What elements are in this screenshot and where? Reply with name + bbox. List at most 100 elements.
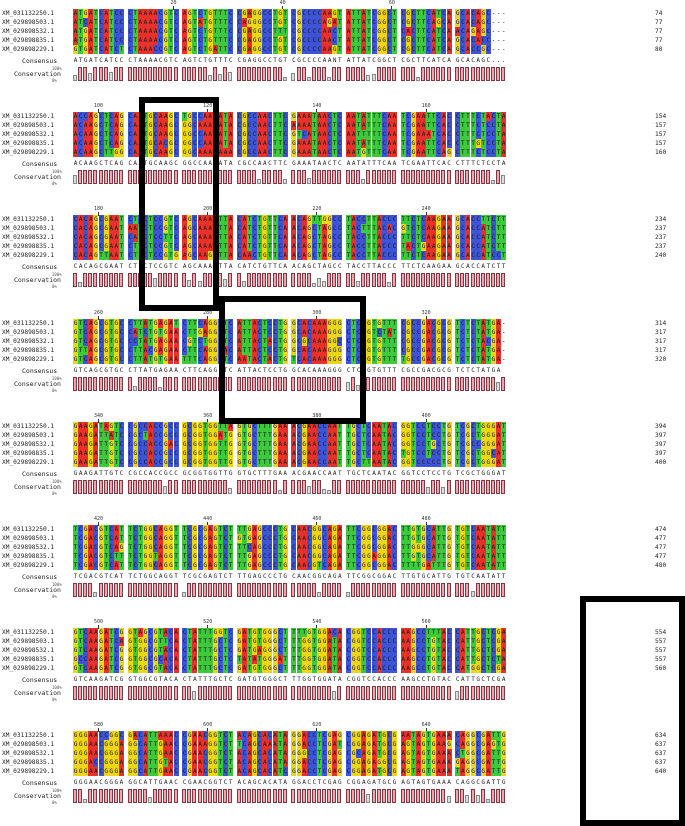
base-cell: A <box>501 628 507 638</box>
conservation-bar <box>277 583 282 597</box>
base-cell: T <box>311 121 317 131</box>
base-cell: A <box>475 18 481 27</box>
conservation-bar <box>241 479 246 494</box>
base-cell: T <box>391 27 397 36</box>
base-cell: T <box>376 112 382 122</box>
base-cell: T <box>501 421 507 431</box>
base-cell: C <box>173 731 179 741</box>
conservation-bar <box>455 479 460 494</box>
base-cell: T <box>470 112 476 122</box>
conservation-bar <box>311 583 316 597</box>
conservation-bar <box>78 170 83 185</box>
tick-label: 60 <box>389 0 395 6</box>
conservation-bar <box>421 686 426 701</box>
conservation-bar <box>480 789 485 804</box>
conservation-bar <box>455 273 460 288</box>
base-cell: C <box>381 112 387 122</box>
base-cell: A <box>282 448 288 458</box>
base-cell: T <box>217 36 223 45</box>
sequence-name: XM_029898532.1 <box>2 28 72 35</box>
base-cell: C <box>173 767 179 777</box>
end-position: 157 <box>655 122 666 129</box>
conservation-bar <box>371 170 376 185</box>
consensus-base: T <box>421 56 426 65</box>
conservation-bar <box>415 376 420 391</box>
base-cell: C <box>441 9 447 18</box>
conservation-label: Conservation <box>14 792 61 800</box>
base-cell: G <box>446 318 452 328</box>
base-cell: A <box>142 9 148 18</box>
conservation-bar <box>436 376 441 391</box>
base-cell: T <box>118 45 124 54</box>
base-cell: G <box>207 45 213 54</box>
base-cell: C <box>197 130 203 140</box>
consensus-base: T <box>273 56 278 65</box>
base-cell: T <box>108 45 114 54</box>
conservation-bar <box>361 67 366 81</box>
conservation-bar <box>88 170 93 185</box>
conservation-bar <box>337 789 342 804</box>
conservation-bar <box>137 376 142 391</box>
base-cell: A <box>386 130 392 140</box>
conservation-bar <box>127 479 132 494</box>
base-cell: C <box>153 139 159 149</box>
base-cell: C <box>267 121 273 131</box>
base-cell: A <box>153 9 159 18</box>
base-cell: T <box>311 139 317 149</box>
conservation-bar <box>337 686 342 701</box>
conservation-bar <box>267 686 272 701</box>
consensus-base: C <box>237 56 242 65</box>
sequence-name: XM_029898503.1 <box>2 122 72 129</box>
conservation-bar <box>332 789 337 804</box>
base-cell: A <box>415 112 421 122</box>
base-cell: C <box>485 27 491 36</box>
conservation-bar <box>197 583 202 597</box>
conservation-bar <box>228 170 233 185</box>
base-cell: A <box>346 45 352 54</box>
base-cell: C <box>311 9 317 18</box>
base-cell: C <box>173 421 179 431</box>
base-cell: C <box>197 9 203 18</box>
base-cell: C <box>173 9 179 18</box>
end-position: 160 <box>655 149 666 156</box>
base-cell: A <box>446 731 452 741</box>
base-cell: T <box>426 112 432 122</box>
base-cell: C <box>197 45 203 54</box>
base-cell: A <box>73 27 79 36</box>
base-cell: A <box>361 36 367 45</box>
consensus-base: C <box>317 56 322 65</box>
base-cell: A <box>217 112 223 122</box>
tick-mark <box>207 109 209 114</box>
conservation-bar <box>381 479 386 494</box>
base-cell: T <box>202 18 208 27</box>
percent-top: 100% <box>52 788 62 793</box>
base-cell: A <box>431 36 437 45</box>
conservation-bar <box>192 691 197 701</box>
conservation-bar <box>163 583 168 597</box>
base-cell: T <box>132 27 138 36</box>
conservation-bar <box>490 583 495 597</box>
base-cell: T <box>228 534 234 543</box>
conservation-bar <box>228 273 233 288</box>
conservation-bar <box>351 273 356 288</box>
base-cell: C <box>337 121 343 131</box>
base-cell: T <box>118 251 124 261</box>
conservation-bar <box>410 376 415 391</box>
base-cell: A <box>327 27 333 36</box>
conservation-bar <box>490 686 495 701</box>
base-cell: T <box>118 534 124 543</box>
consensus-base: C <box>392 469 397 478</box>
base-cell: A <box>386 112 392 122</box>
conservation-bar <box>217 789 222 804</box>
base-cell: - <box>490 9 496 18</box>
conservation-bar <box>296 686 301 701</box>
conservation-bar <box>148 479 153 494</box>
base-cell: T <box>351 36 357 45</box>
conservation-bar <box>327 686 332 701</box>
base-cell: A <box>142 36 148 45</box>
consensus-base: G <box>83 56 88 65</box>
conservation-bar <box>98 273 103 288</box>
base-cell: A <box>217 139 223 149</box>
conservation-bar <box>223 67 228 81</box>
consensus-base: . <box>496 56 501 65</box>
